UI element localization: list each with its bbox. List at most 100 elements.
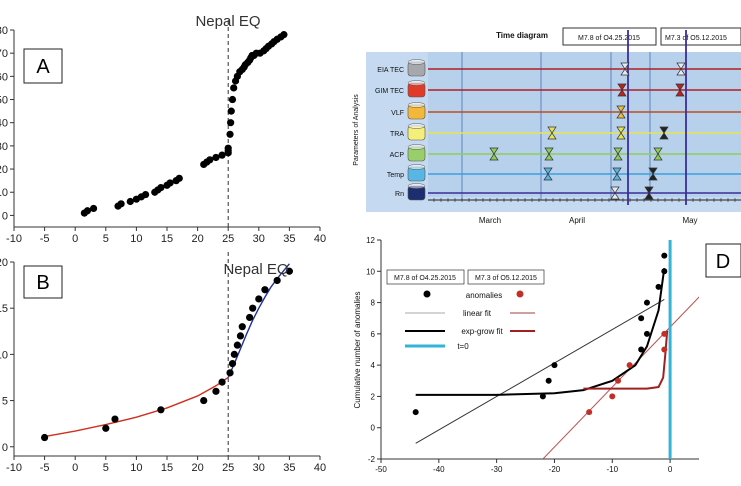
data-point <box>227 107 235 115</box>
anomaly-marker <box>659 126 669 140</box>
legend-linear-fit: linear fit <box>463 309 492 318</box>
panel-label-box <box>23 48 63 84</box>
y-tick-label: 80 <box>0 25 8 37</box>
data-point <box>224 144 232 152</box>
x-tick-label: 0 <box>72 462 78 474</box>
data-point <box>230 350 238 358</box>
parameter-cylinder-top <box>407 183 426 189</box>
x-tick-label: 40 <box>314 233 326 245</box>
linear-fit-black <box>415 299 665 444</box>
fit-red-line <box>44 376 229 438</box>
anomaly-marker <box>653 147 663 161</box>
y-tick-label: 60 <box>0 71 8 83</box>
panel-c-time-diagram: Time diagram M7.8 of O4.25.2015 M7.3 of O5… <box>353 27 741 225</box>
x-tick-label: 5 <box>103 233 109 245</box>
data-point <box>238 323 246 331</box>
quake2-label: M7.3 of O5.12.2015 <box>665 35 727 42</box>
anomaly-point <box>412 409 419 416</box>
y-tick-label: 8 <box>371 299 376 308</box>
data-point <box>166 179 174 187</box>
anomaly-marker <box>543 167 553 181</box>
y-tick-label: -2 <box>368 455 376 464</box>
anomaly-marker <box>489 147 499 161</box>
plot-inner <box>412 240 699 459</box>
anomaly-point <box>638 315 645 322</box>
data-point <box>200 396 208 405</box>
anomaly-point <box>586 409 593 416</box>
x-tick-label: 0 <box>72 233 78 245</box>
panel-label: D <box>716 251 730 273</box>
data-point <box>233 341 241 349</box>
anomaly-point <box>643 330 650 337</box>
anomaly-point <box>638 346 645 353</box>
x-tick-label: -10 <box>606 465 618 474</box>
anomaly-marker <box>616 126 626 140</box>
panel-label: B <box>36 272 49 294</box>
panel-title: Nepal EQ <box>195 13 260 30</box>
y-tick-label: 12 <box>366 236 375 245</box>
anomaly-marker <box>644 186 654 200</box>
data-point <box>273 276 281 285</box>
x-tick-label: 40 <box>314 462 326 474</box>
anomaly-marker <box>675 83 685 97</box>
anomaly-point <box>545 377 552 384</box>
exp-fit-black <box>415 268 666 396</box>
x-tick-label: -30 <box>491 465 503 474</box>
data-point <box>126 197 134 206</box>
panel-label-box <box>23 265 63 299</box>
y-tick-label: 10 <box>0 349 8 361</box>
y-axis-label: Parameters of Analysis <box>353 94 360 166</box>
y-tick-label: 20 <box>0 257 8 269</box>
data-point <box>218 378 226 386</box>
x-tick-label: -10 <box>6 233 22 245</box>
y-tick-label: 30 <box>0 141 8 153</box>
data-point <box>261 286 269 294</box>
x-tick-label: -50 <box>375 465 387 474</box>
x-tick-label: 10 <box>130 233 142 245</box>
x-tick-label: 30 <box>253 233 265 245</box>
data-point <box>249 304 257 312</box>
y-tick-label: 0 <box>2 210 8 222</box>
legend-anomalies: anomalies <box>466 291 502 300</box>
y-tick-label: 20 <box>0 164 8 176</box>
panel-b: -10 -5 0 5 10 15 20 25 30 35 40 0 5 10 15 20 Nepal EQ B <box>0 252 326 474</box>
legend-exp-fit: exp-grow fit <box>461 327 503 336</box>
x-tick-label: 35 <box>283 233 295 245</box>
panel-label-box <box>705 243 741 278</box>
data-point <box>117 200 125 208</box>
data-point <box>212 387 220 395</box>
x-tick-label: -5 <box>40 462 50 474</box>
y-tick-label: 15 <box>0 303 8 315</box>
anomaly-marker <box>648 167 658 181</box>
parameter-label: ACP <box>390 152 405 159</box>
y-tick-label: 50 <box>0 95 8 107</box>
anomaly-marker <box>616 105 626 119</box>
anomaly-marker <box>547 126 557 140</box>
x-tick-label: -20 <box>549 465 561 474</box>
quake1-label-box <box>386 269 465 285</box>
data-point <box>280 31 288 39</box>
quake1-label-box <box>562 27 657 46</box>
y-tick-label: 10 <box>0 187 8 199</box>
x-tick-label: 10 <box>130 462 142 474</box>
parameter-cylinder-top <box>407 102 426 108</box>
x-tick-label: 30 <box>253 462 265 474</box>
x-tick-label: 20 <box>191 462 203 474</box>
parameter-cylinder-top <box>407 123 426 129</box>
x-tick-label: -10 <box>6 462 22 474</box>
anomaly-point <box>643 299 650 306</box>
x-tick-label: 25 <box>222 462 234 474</box>
y-tick-label: 70 <box>0 48 8 60</box>
anomaly-point <box>551 362 558 369</box>
x-tick-label: 0 <box>668 465 673 474</box>
quake2-label: M7.3 of O5.12.2015 <box>475 275 537 282</box>
data-point <box>236 332 245 340</box>
quake2-label-box <box>467 269 545 285</box>
x-tick-label: 25 <box>222 233 234 245</box>
y-tick-label: 5 <box>2 396 8 408</box>
x-tick-label: -40 <box>433 465 445 474</box>
parameter-label: GIM TEC <box>375 88 404 95</box>
parameter-cylinder-top <box>407 144 426 150</box>
data-point <box>228 360 237 368</box>
